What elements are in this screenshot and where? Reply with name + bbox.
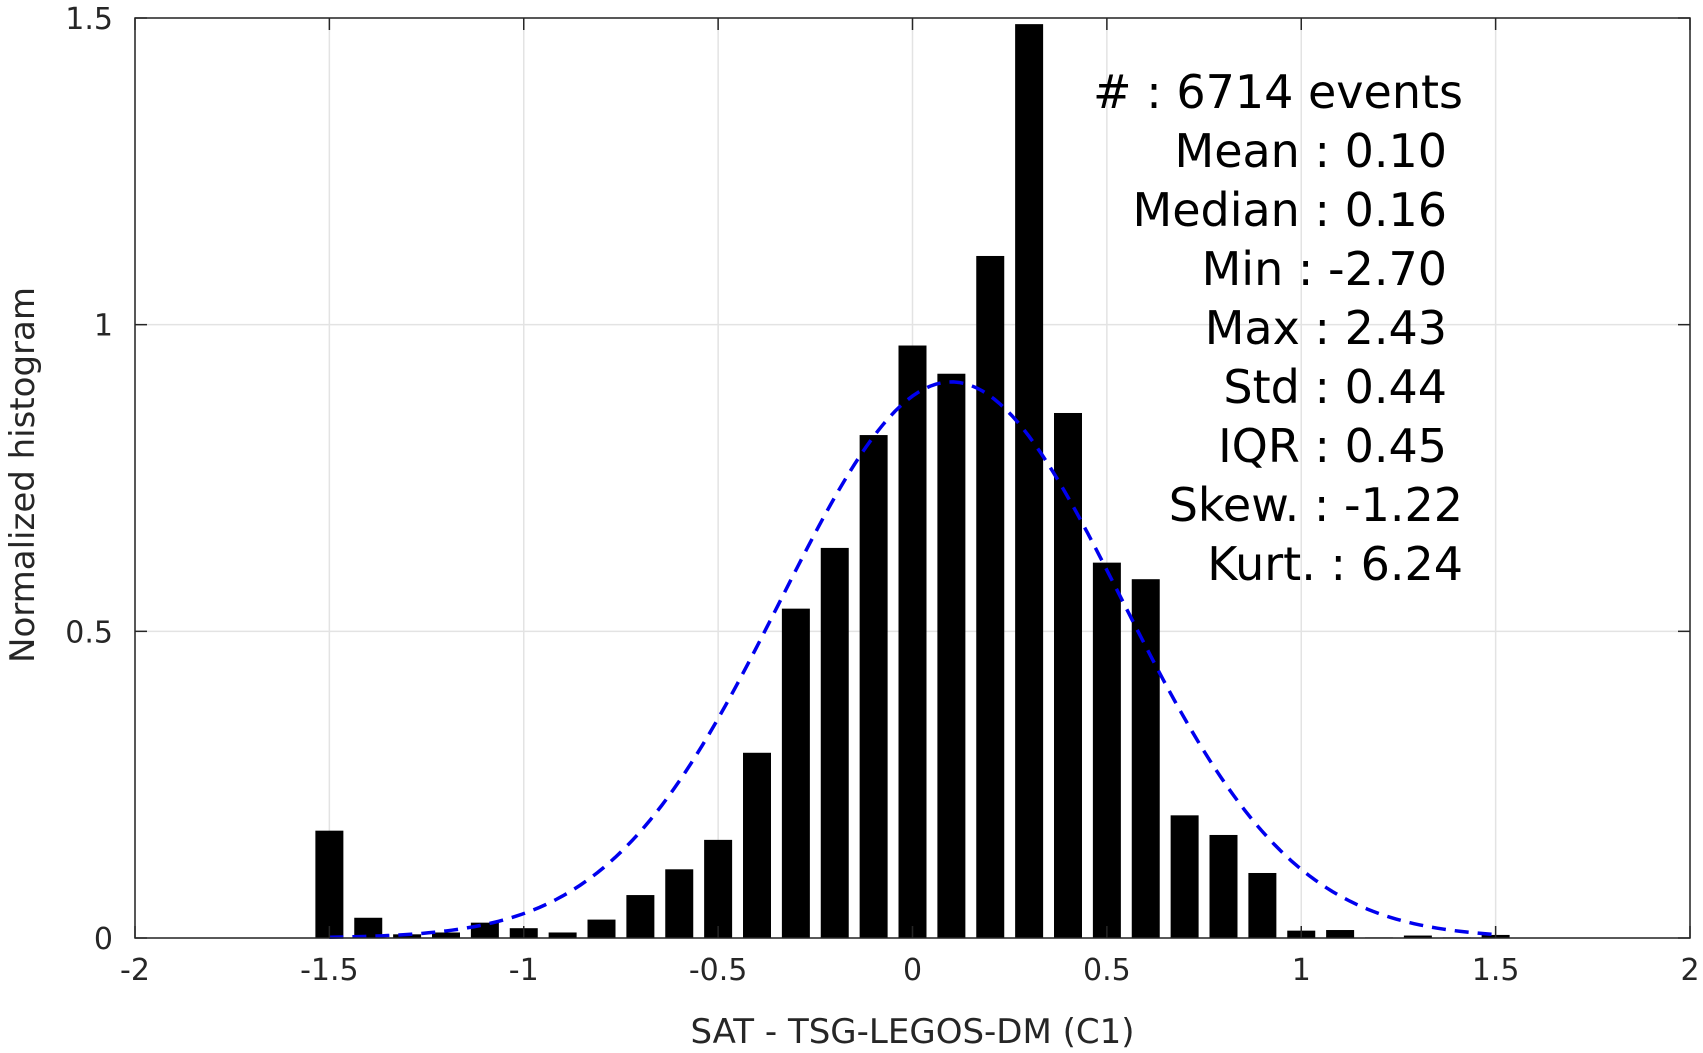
histogram-bar — [1248, 872, 1277, 938]
stat-line: Mean : 0.10 — [1175, 124, 1448, 178]
stat-line: Max : 2.43 — [1205, 301, 1447, 355]
stat-line: Skew. : -1.22 — [1169, 478, 1463, 532]
histogram-bar — [1092, 562, 1121, 938]
fit-curve-line — [329, 380, 1496, 939]
x-tick-label: 1 — [1292, 953, 1311, 988]
histogram-bar — [1209, 834, 1238, 938]
axis-ticks — [134, 17, 1691, 939]
histogram-bar — [432, 932, 460, 938]
histogram-bar — [1403, 935, 1432, 938]
histogram-bar — [898, 345, 927, 938]
x-tick-label: -1 — [509, 953, 539, 988]
x-axis-label: SAT - TSG-LEGOS-DM (C1) — [690, 1012, 1134, 1052]
x-tick-label: -0.5 — [689, 953, 748, 988]
y-tick-label: 1.5 — [65, 2, 113, 37]
histogram-bar — [743, 752, 771, 938]
x-tick-label: 0 — [903, 953, 922, 988]
x-tick-label: -1.5 — [300, 953, 359, 988]
histogram-bar — [354, 917, 383, 938]
x-tick-label: 2 — [1680, 953, 1699, 988]
x-tick-label: 1.5 — [1472, 953, 1520, 988]
stat-line: Kurt. : 6.24 — [1207, 537, 1463, 591]
stat-line: Median : 0.16 — [1133, 183, 1447, 237]
histogram-bar — [1015, 24, 1044, 938]
histogram-bar — [1326, 930, 1355, 938]
histogram-bar — [859, 435, 888, 938]
x-tick-labels: -2 -1.5 -1 -0.5 0 0.5 1 1.5 2 — [120, 953, 1700, 988]
stat-line: # : 6714 events — [1093, 65, 1463, 119]
histogram-bar — [1170, 815, 1199, 938]
histogram-bars — [315, 24, 1510, 938]
y-axis-label: Normalized histogram — [3, 287, 43, 663]
normal-fit-curve — [329, 380, 1496, 939]
histogram-bar — [937, 373, 966, 938]
histogram-bar — [587, 919, 616, 938]
x-tick-label: 0.5 — [1083, 953, 1131, 988]
histogram-bar — [976, 255, 1005, 938]
histogram-bar — [315, 830, 344, 938]
histogram-bar — [1054, 412, 1082, 938]
stat-line: Min : -2.70 — [1202, 242, 1447, 296]
y-tick-labels: 0 0.5 1 1.5 — [65, 2, 113, 957]
stat-line: Std : 0.44 — [1223, 360, 1447, 414]
x-tick-label: -2 — [120, 953, 150, 988]
y-tick-label: 0.5 — [65, 615, 113, 650]
histogram-bar — [781, 608, 810, 938]
histogram-bar — [626, 895, 655, 938]
histogram-bar — [1131, 579, 1160, 938]
histogram-bar — [548, 932, 577, 938]
stat-line: IQR : 0.45 — [1218, 419, 1447, 473]
histogram-bar — [665, 869, 694, 938]
y-tick-label: 0 — [94, 922, 113, 957]
y-tick-label: 1 — [94, 309, 113, 344]
histogram-bar — [704, 839, 733, 938]
histogram-bar — [820, 547, 849, 938]
